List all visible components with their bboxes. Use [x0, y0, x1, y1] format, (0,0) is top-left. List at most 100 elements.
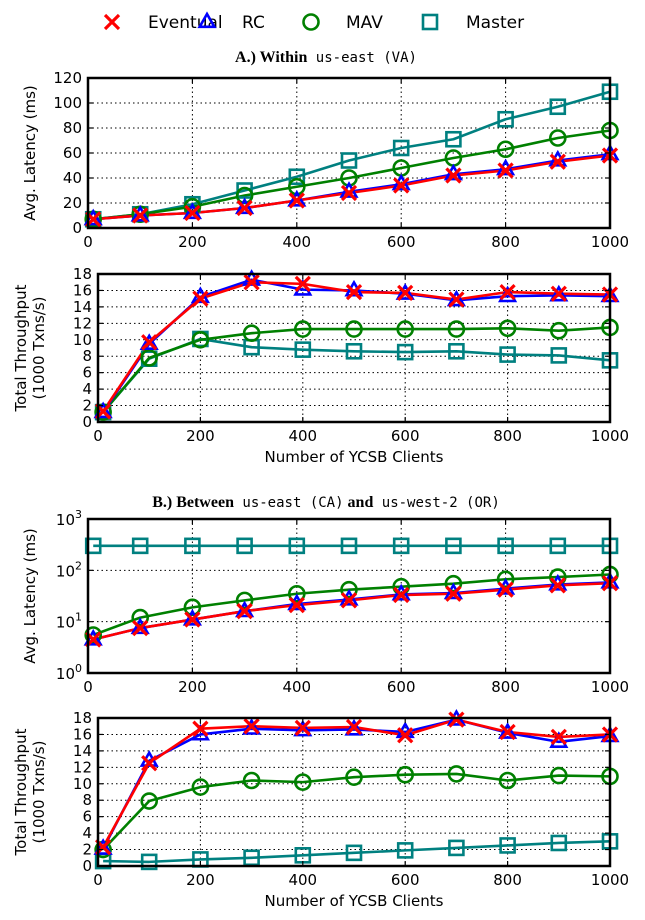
section-title-code: us-east (CA)	[234, 495, 344, 511]
x-tick-label: 400	[288, 427, 317, 445]
data-point-rc	[497, 722, 518, 739]
x-tick-label: 800	[491, 233, 520, 251]
data-point-eventual	[448, 291, 465, 308]
data-point-rc	[344, 718, 364, 736]
series	[93, 269, 620, 421]
data-point-master	[340, 152, 358, 169]
data-point-eventual	[497, 162, 514, 179]
data-point-master	[497, 110, 514, 128]
y-tick-label: 103	[56, 508, 82, 529]
x-icon-stroke-b	[103, 13, 121, 31]
data-point-mav	[140, 792, 158, 810]
tick-base: 10	[56, 614, 75, 632]
y-axis-label: Total Throughput	[12, 728, 30, 856]
data-point-eventual-stroke-b	[243, 718, 260, 735]
tick-marks	[87, 77, 611, 229]
y-tick-label: 0	[82, 857, 92, 875]
data-point-eventual-stroke-b	[236, 603, 253, 620]
y-tick-label: 18	[73, 709, 92, 727]
data-point-eventual	[340, 592, 358, 609]
data-point-rc	[241, 718, 262, 735]
data-point-master	[345, 844, 363, 862]
panel-1: 0 200 400 600 800 1000 0 20 40 60 80 100 120 Avg. Lat…	[21, 69, 629, 251]
data-point-master	[84, 537, 102, 555]
data-point-eventual	[192, 290, 209, 307]
legend-label: Master	[466, 13, 524, 33]
series-line-master	[102, 337, 611, 413]
data-point-mav	[287, 584, 306, 603]
section-title-code: us-east (VA)	[307, 50, 417, 66]
y-axis-label: Avg. Latency (ms)	[21, 85, 39, 221]
data-point-master	[550, 834, 568, 852]
y-axis-label: Total Throughput	[12, 284, 30, 412]
series-line-mav	[102, 772, 611, 851]
data-point-eventual	[243, 718, 260, 735]
series-line-master	[103, 840, 611, 864]
data-point-master	[499, 346, 516, 363]
y-axis-label: (1000 Txns/s)	[30, 297, 48, 400]
data-point-master	[288, 168, 306, 186]
y-tick-label: 18	[73, 265, 92, 283]
y-tick-label: 2	[82, 841, 92, 859]
x-tick-label: 600	[387, 233, 416, 251]
data-point-master	[340, 537, 358, 555]
data-point-eventual-stroke-b	[288, 596, 305, 614]
data-point-mav	[242, 771, 261, 790]
data-point-eventual	[497, 581, 514, 598]
data-point-master	[140, 853, 158, 871]
data-point-mav	[191, 330, 210, 349]
data-point-rc	[549, 284, 569, 302]
data-point-eventual-stroke-b	[393, 177, 410, 194]
x-tick-label: 800	[493, 871, 522, 889]
section-title-bold: A.) Within	[235, 49, 307, 66]
data-point-master	[131, 537, 149, 555]
series-line-master	[93, 90, 611, 221]
series-line-mav	[102, 326, 611, 413]
x-tick-label: 1000	[591, 427, 629, 445]
y-axis-label: (1000 Txns/s)	[30, 741, 48, 844]
data-point-eventual	[141, 334, 158, 351]
y-tick-label: 2	[82, 397, 92, 415]
data-point-eventual	[448, 711, 465, 728]
y-tick-label: 101	[56, 611, 82, 632]
x-tick-label: 0	[93, 427, 103, 445]
y-tick-label: 8	[82, 791, 92, 809]
x-tick-label: 0	[83, 233, 93, 251]
data-point-eventual-stroke-b	[393, 586, 410, 604]
y-tick-label: 6	[82, 808, 92, 826]
data-point-mav	[447, 320, 466, 338]
tick-exponent: 2	[75, 559, 82, 572]
y-tick-label: 12	[73, 314, 92, 332]
x-tick-label: 200	[186, 427, 215, 445]
data-point-eventual-stroke-b	[549, 577, 566, 594]
data-point-eventual-stroke-b	[345, 718, 363, 736]
x-tick-label: 600	[387, 678, 416, 696]
data-point-eventual	[294, 275, 311, 292]
data-point-mav	[396, 765, 415, 784]
data-point-eventual-stroke-b	[397, 284, 414, 302]
tick-base: 10	[56, 665, 75, 683]
x-icon	[103, 13, 121, 31]
data-point-mav	[293, 320, 312, 338]
y-tick-label: 4	[82, 824, 92, 842]
data-point-mav	[84, 626, 103, 644]
x-tick-label: 400	[282, 678, 311, 696]
data-point-eventual	[132, 207, 149, 224]
data-point-master	[392, 537, 410, 555]
tick-exponent: 0	[75, 662, 82, 675]
tick-marks	[97, 717, 611, 867]
data-point-eventual	[445, 167, 462, 184]
legend-item-master: Master	[421, 13, 524, 33]
data-point-eventual-stroke-b	[445, 167, 462, 184]
data-point-mav	[345, 320, 363, 338]
data-point-eventual-stroke-b	[448, 711, 465, 728]
data-point-eventual-stroke-b	[192, 720, 209, 737]
data-point-mav	[498, 771, 517, 790]
data-point-master	[396, 842, 414, 859]
x-tick-label: 800	[491, 678, 520, 696]
data-point-eventual-stroke-b	[184, 204, 201, 222]
section-title-code: us-west-2 (OR)	[373, 495, 499, 511]
data-point-eventual-stroke-b	[294, 275, 311, 292]
